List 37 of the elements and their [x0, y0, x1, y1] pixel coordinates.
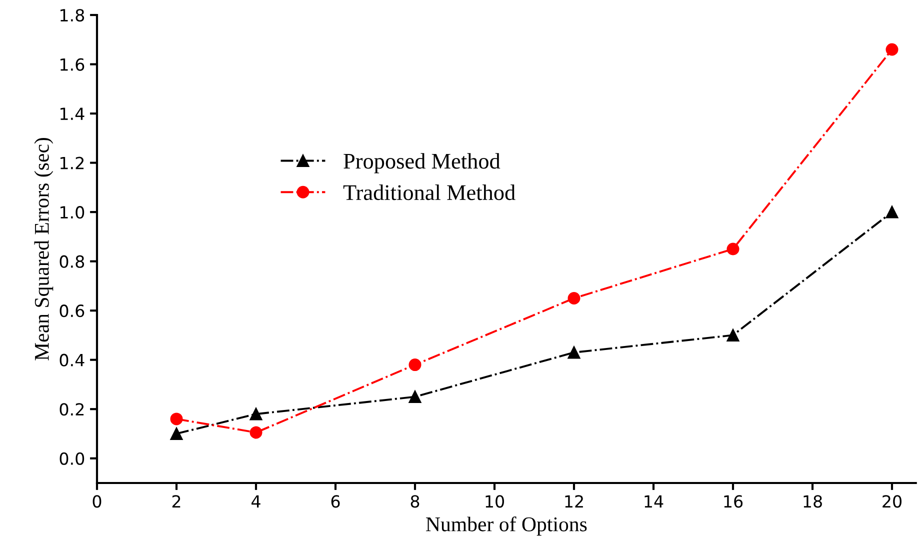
point — [726, 242, 740, 256]
x-tick-label: 4 — [252, 495, 260, 508]
x-tick-label: 10 — [486, 495, 504, 508]
y-tick-label: 1.4 — [60, 108, 84, 120]
point — [886, 43, 898, 56]
x-tick-label: 20 — [882, 495, 902, 508]
y-tick-label: 1.0 — [60, 206, 84, 219]
y-tick-label: 1.8 — [60, 8, 84, 22]
point — [170, 427, 183, 440]
x-tick-label: 6 — [331, 495, 340, 508]
legend-label: Proposed Method — [344, 153, 500, 174]
x-tick-label: 16 — [724, 495, 743, 508]
point — [568, 346, 580, 359]
point — [408, 390, 422, 404]
point — [250, 426, 262, 439]
x-tick-label: 18 — [804, 495, 822, 508]
x-axis-title: Number of Options — [426, 516, 587, 536]
y-tick-label: 0.4 — [60, 354, 84, 366]
point — [886, 206, 898, 218]
x-tick-label: 8 — [410, 495, 420, 508]
point — [170, 412, 183, 426]
point — [726, 328, 740, 342]
y-tick-label: 1.6 — [60, 58, 84, 71]
y-tick-label: 1.2 — [60, 156, 84, 170]
point — [250, 408, 262, 420]
y-tick-label: 0.2 — [60, 403, 84, 416]
x-tick-label: 2 — [172, 495, 180, 508]
y-axis-title: Mean Squared Errors (sec) — [34, 138, 54, 360]
y-tick-label: 0.6 — [60, 304, 84, 318]
y-tick-label: 0.0 — [60, 452, 84, 465]
x-tick-label: 14 — [644, 495, 664, 508]
point — [568, 292, 580, 305]
point — [408, 358, 422, 372]
x-tick-label: 0 — [92, 495, 102, 508]
y-tick-label: 0.8 — [60, 255, 84, 268]
legend-label: Traditional Method — [343, 184, 516, 200]
x-tick-label: 12 — [565, 495, 583, 508]
